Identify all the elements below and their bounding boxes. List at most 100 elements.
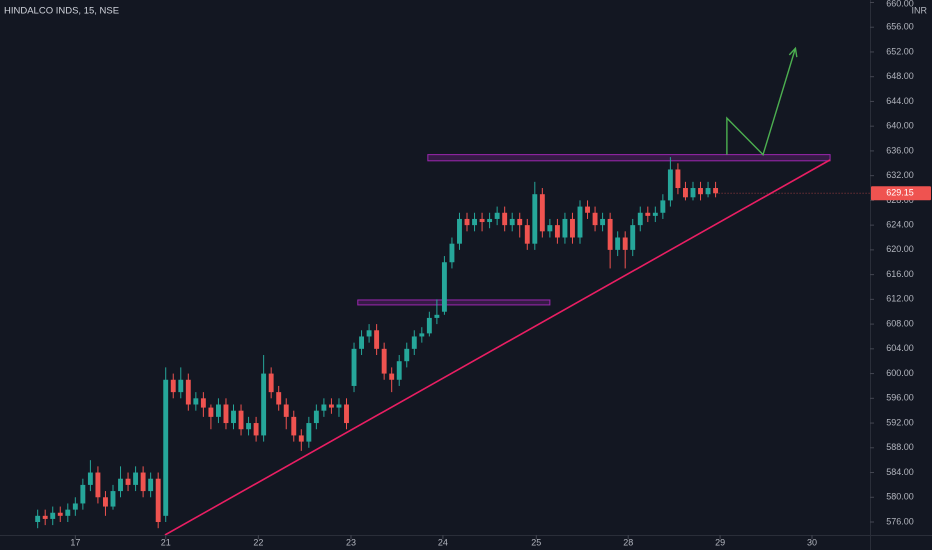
- candle-body: [577, 206, 583, 238]
- candle-body: [434, 314, 440, 318]
- x-tick-label: 24: [438, 537, 448, 547]
- x-tick-label: 21: [161, 537, 171, 547]
- candle-body: [65, 509, 71, 516]
- candle-body: [645, 212, 651, 216]
- candle-body: [95, 472, 101, 498]
- candle-body: [441, 262, 447, 312]
- candle-body: [630, 225, 636, 250]
- candle-body: [464, 218, 470, 226]
- candle-body: [80, 484, 86, 504]
- zone: [357, 299, 551, 306]
- candle-body: [683, 188, 688, 198]
- candle-body: [72, 503, 78, 510]
- candle-body: [457, 218, 462, 244]
- candle-body: [276, 392, 282, 405]
- candle-body: [208, 407, 214, 417]
- y-tick-label: 620.00: [886, 244, 914, 254]
- candle-body: [509, 218, 515, 226]
- y-tick-label: 604.00: [886, 343, 914, 353]
- candle-body: [554, 225, 560, 238]
- candle-body: [298, 435, 304, 442]
- zone: [427, 154, 831, 162]
- y-tick-label: 612.00: [886, 294, 914, 304]
- arrow-head: [788, 46, 798, 58]
- last-price-label: 629.15: [886, 188, 914, 198]
- y-tick-label: 584.00: [886, 467, 914, 477]
- candle-body: [223, 404, 229, 424]
- candle-body: [193, 398, 199, 405]
- candle-body: [238, 410, 244, 430]
- y-tick-label: 580.00: [886, 492, 914, 502]
- y-tick-label: 588.00: [886, 442, 914, 452]
- y-tick-label: 596.00: [886, 393, 914, 403]
- y-tick-label: 660.00: [886, 0, 914, 8]
- candle-body: [600, 218, 606, 226]
- candle-body: [283, 404, 289, 417]
- x-tick-label: 25: [531, 537, 541, 547]
- candle-body: [328, 404, 334, 408]
- candle-body: [532, 194, 538, 244]
- candle-body: [494, 212, 500, 219]
- candle-body: [622, 237, 628, 250]
- last-price-box: [871, 186, 931, 201]
- candle-body: [246, 423, 252, 430]
- candle-body: [155, 478, 161, 523]
- candle-body: [698, 188, 703, 195]
- candle-body: [351, 348, 357, 386]
- candle-body: [539, 194, 545, 232]
- x-tick-label: 17: [70, 537, 80, 547]
- candle-body: [185, 379, 191, 405]
- candle-body: [200, 398, 206, 408]
- candle-body: [675, 169, 681, 189]
- candle-body: [419, 333, 425, 337]
- candle-body: [306, 423, 312, 442]
- candle-body: [103, 497, 108, 507]
- candle-body: [42, 515, 48, 519]
- y-tick-label: 648.00: [886, 71, 914, 81]
- candle-body: [374, 330, 380, 349]
- y-tick-label: 592.00: [886, 417, 914, 427]
- candle-body: [389, 373, 395, 380]
- candle-body: [585, 206, 590, 213]
- y-tick-label: 640.00: [886, 121, 914, 131]
- candle-body: [404, 348, 410, 362]
- candle-body: [713, 188, 719, 194]
- y-tick-label: 616.00: [886, 269, 914, 279]
- candle-body: [268, 373, 274, 393]
- currency-label: INR: [912, 5, 928, 15]
- y-tick-label: 652.00: [886, 46, 914, 56]
- candle-body: [660, 200, 666, 213]
- candle-body: [261, 373, 267, 436]
- candle-body: [50, 512, 56, 519]
- candle-body: [547, 225, 553, 232]
- candle-body: [562, 218, 568, 238]
- chart-title: HINDALCO INDS, 15, NSE: [4, 6, 119, 17]
- candle-body: [170, 379, 176, 393]
- candle-body: [35, 515, 41, 523]
- candle-body: [472, 218, 477, 226]
- x-tick-label: 28: [623, 537, 633, 547]
- candle-body: [87, 472, 93, 485]
- candle-body: [667, 169, 673, 201]
- candle-body: [253, 423, 259, 436]
- candle-body: [163, 379, 169, 516]
- candle-body: [148, 478, 154, 492]
- candle-body: [125, 478, 131, 485]
- candle-body: [215, 404, 221, 417]
- candle-body: [366, 330, 372, 337]
- candle-body: [570, 218, 575, 238]
- candle-body: [313, 410, 319, 424]
- candle-body: [690, 188, 696, 198]
- candle-body: [344, 404, 349, 424]
- candle-body: [487, 218, 493, 223]
- candle-body: [396, 361, 402, 380]
- candle-body: [321, 404, 327, 411]
- x-tick-label: 22: [253, 537, 263, 547]
- candle-body: [449, 243, 455, 263]
- candle-body: [479, 218, 485, 223]
- projection-path: [726, 48, 797, 156]
- x-tick-label: 29: [715, 537, 725, 547]
